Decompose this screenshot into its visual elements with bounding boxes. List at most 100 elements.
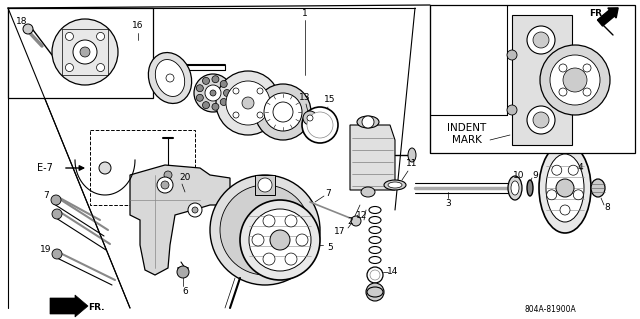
- Ellipse shape: [367, 287, 383, 297]
- Bar: [90, 130, 195, 205]
- Circle shape: [527, 26, 555, 54]
- Ellipse shape: [539, 143, 591, 233]
- Text: 2: 2: [347, 218, 353, 226]
- Ellipse shape: [369, 256, 381, 263]
- Text: FR.: FR.: [589, 10, 605, 19]
- Circle shape: [540, 45, 610, 115]
- Circle shape: [80, 47, 90, 57]
- Circle shape: [568, 165, 578, 175]
- Text: 17: 17: [334, 227, 346, 236]
- Polygon shape: [130, 165, 230, 275]
- Ellipse shape: [388, 182, 402, 188]
- Circle shape: [242, 97, 254, 109]
- Circle shape: [552, 165, 562, 175]
- Ellipse shape: [511, 181, 519, 195]
- Text: 20: 20: [179, 174, 191, 182]
- Text: 8: 8: [604, 204, 610, 212]
- Text: 15: 15: [324, 95, 336, 105]
- Circle shape: [507, 50, 517, 60]
- Circle shape: [196, 94, 204, 101]
- Text: INDENT: INDENT: [447, 123, 486, 133]
- Circle shape: [192, 207, 198, 213]
- Circle shape: [65, 63, 74, 71]
- Circle shape: [270, 230, 290, 250]
- Circle shape: [264, 93, 302, 131]
- Circle shape: [370, 270, 380, 280]
- Circle shape: [23, 24, 33, 34]
- Ellipse shape: [369, 206, 381, 213]
- Circle shape: [216, 71, 280, 135]
- Bar: [8, 8, 153, 98]
- Text: 6: 6: [182, 287, 188, 296]
- Circle shape: [563, 68, 587, 92]
- Circle shape: [559, 64, 567, 72]
- Circle shape: [210, 175, 320, 285]
- Circle shape: [263, 253, 275, 265]
- Text: 1: 1: [302, 10, 308, 19]
- Polygon shape: [50, 295, 88, 317]
- Text: E-7: E-7: [37, 163, 53, 173]
- Circle shape: [550, 55, 600, 105]
- FancyArrow shape: [597, 8, 618, 26]
- Ellipse shape: [156, 60, 185, 96]
- Ellipse shape: [249, 209, 311, 271]
- Circle shape: [212, 76, 219, 83]
- Text: 804A-81900A: 804A-81900A: [524, 306, 576, 315]
- Ellipse shape: [148, 53, 191, 103]
- Circle shape: [560, 205, 570, 215]
- Circle shape: [273, 102, 293, 122]
- Circle shape: [303, 111, 317, 125]
- Bar: [255, 175, 275, 195]
- Text: 11: 11: [406, 160, 418, 168]
- Circle shape: [202, 78, 209, 85]
- Circle shape: [233, 88, 239, 94]
- Circle shape: [362, 116, 374, 128]
- Circle shape: [258, 178, 272, 192]
- Text: 19: 19: [40, 246, 52, 255]
- Circle shape: [212, 103, 219, 110]
- Ellipse shape: [361, 187, 375, 197]
- Circle shape: [527, 106, 555, 134]
- Ellipse shape: [357, 116, 379, 128]
- Circle shape: [307, 115, 313, 121]
- Circle shape: [220, 80, 227, 87]
- Text: MARK: MARK: [452, 135, 482, 145]
- Circle shape: [507, 105, 517, 115]
- Text: 9: 9: [532, 170, 538, 180]
- Circle shape: [223, 90, 230, 97]
- Text: 13: 13: [300, 93, 311, 102]
- Ellipse shape: [508, 176, 522, 200]
- Circle shape: [366, 283, 384, 301]
- Circle shape: [226, 81, 270, 125]
- Ellipse shape: [369, 226, 381, 234]
- Circle shape: [263, 215, 275, 227]
- Circle shape: [99, 162, 111, 174]
- Circle shape: [257, 88, 263, 94]
- Text: 12: 12: [356, 211, 368, 219]
- Text: 7: 7: [325, 189, 331, 197]
- Text: 7: 7: [43, 191, 49, 201]
- Ellipse shape: [351, 216, 361, 226]
- Circle shape: [233, 112, 239, 118]
- Bar: [430, 5, 635, 153]
- Polygon shape: [350, 125, 395, 190]
- Text: 10: 10: [513, 170, 525, 180]
- Circle shape: [220, 99, 227, 106]
- Circle shape: [296, 234, 308, 246]
- Ellipse shape: [546, 154, 584, 222]
- Circle shape: [556, 179, 574, 197]
- Circle shape: [583, 64, 591, 72]
- Circle shape: [97, 33, 104, 41]
- Circle shape: [583, 88, 591, 96]
- Ellipse shape: [369, 247, 381, 254]
- Text: 14: 14: [387, 268, 399, 277]
- Text: 5: 5: [327, 243, 333, 253]
- Ellipse shape: [194, 74, 232, 112]
- Ellipse shape: [384, 180, 406, 190]
- Circle shape: [252, 234, 264, 246]
- Text: 16: 16: [132, 20, 144, 29]
- Circle shape: [51, 195, 61, 205]
- Circle shape: [196, 85, 204, 92]
- Circle shape: [547, 190, 557, 200]
- Text: 4: 4: [577, 164, 583, 173]
